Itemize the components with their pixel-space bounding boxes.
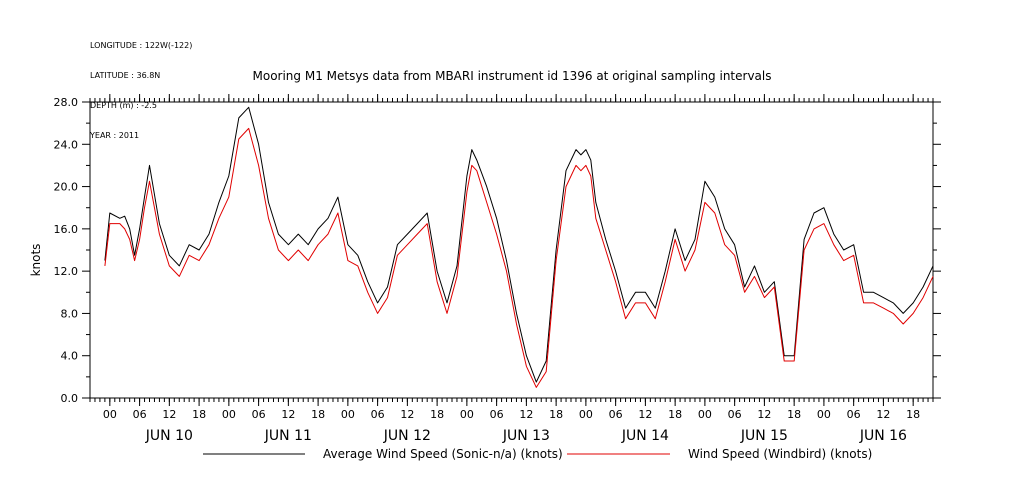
x-tick-label: 06 xyxy=(133,408,147,421)
x-tick-label: 18 xyxy=(787,408,801,421)
x-tick-label: 18 xyxy=(430,408,444,421)
x-tick-label: 00 xyxy=(460,408,474,421)
x-tick-label: 06 xyxy=(252,408,266,421)
x-tick-label: 06 xyxy=(609,408,623,421)
x-tick-label: 00 xyxy=(222,408,236,421)
meta-depth: DEPTH (m) : -2.5 xyxy=(90,101,157,110)
x-tick-label: 00 xyxy=(579,408,593,421)
y-tick-label: 8.0 xyxy=(61,307,79,320)
x-tick-label: 06 xyxy=(371,408,385,421)
x-tick-label: 06 xyxy=(728,408,742,421)
meta-year: YEAR : 2011 xyxy=(90,131,140,140)
x-tick-label: 18 xyxy=(192,408,206,421)
y-tick-label: 16.0 xyxy=(54,223,79,236)
series-layer xyxy=(104,106,934,388)
x-day-label: JUN 10 xyxy=(145,428,193,444)
chart-title: Mooring M1 Metsys data from MBARI instru… xyxy=(253,69,772,83)
y-axis-label: knots xyxy=(29,244,43,277)
legend: Average Wind Speed (Sonic-n/a) (knots) W… xyxy=(203,447,872,461)
x-tick-label: 00 xyxy=(341,408,355,421)
x-tick-label: 00 xyxy=(698,408,712,421)
x-tick-label: 00 xyxy=(817,408,831,421)
legend-label-windbird: Wind Speed (Windbird) (knots) xyxy=(688,447,872,461)
x-tick-label: 12 xyxy=(638,408,652,421)
x-tick-label: 12 xyxy=(519,408,533,421)
legend-label-sonic: Average Wind Speed (Sonic-n/a) (knots) xyxy=(323,447,563,461)
y-tick-label: 0.0 xyxy=(61,392,79,405)
x-tick-label: 12 xyxy=(876,408,890,421)
y-tick-label: 28.0 xyxy=(54,96,79,109)
x-tick-label: 06 xyxy=(490,408,504,421)
x-tick-label: 12 xyxy=(162,408,176,421)
y-tick-label: 12.0 xyxy=(54,265,79,278)
x-tick-label: 06 xyxy=(847,408,861,421)
plot-frame xyxy=(89,101,934,399)
x-day-label: JUN 15 xyxy=(740,428,788,444)
x-tick-label: 12 xyxy=(281,408,295,421)
x-tick-label: 12 xyxy=(757,408,771,421)
x-day-label: JUN 16 xyxy=(859,428,907,444)
axes-group: 0.0 4.0 8.0 12.0 16.0 20.0 24.0 28.0 00 06 12 18 00 0… xyxy=(54,94,941,444)
x-day-label: JUN 13 xyxy=(502,428,550,444)
series-line-windbird xyxy=(104,127,934,388)
x-tick-label: 12 xyxy=(400,408,414,421)
y-tick-label: 20.0 xyxy=(54,181,79,194)
x-tick-label: 18 xyxy=(906,408,920,421)
meta-latitude: LATITUDE : 36.8N xyxy=(90,71,161,80)
metadata-block: LONGITUDE : 122W(-122) LATITUDE : 36.8N … xyxy=(90,21,192,151)
x-tick-label: 00 xyxy=(103,408,117,421)
x-tick-label: 18 xyxy=(311,408,325,421)
y-tick-label: 4.0 xyxy=(61,350,79,363)
x-day-label: JUN 14 xyxy=(621,428,669,444)
y-tick-label: 24.0 xyxy=(54,138,79,151)
x-day-label: JUN 12 xyxy=(383,428,431,444)
series-line-sonic xyxy=(104,106,934,383)
x-tick-label: 18 xyxy=(668,408,682,421)
x-tick-label: 18 xyxy=(549,408,563,421)
meta-longitude: LONGITUDE : 122W(-122) xyxy=(90,41,193,50)
x-day-label: JUN 11 xyxy=(264,428,312,444)
